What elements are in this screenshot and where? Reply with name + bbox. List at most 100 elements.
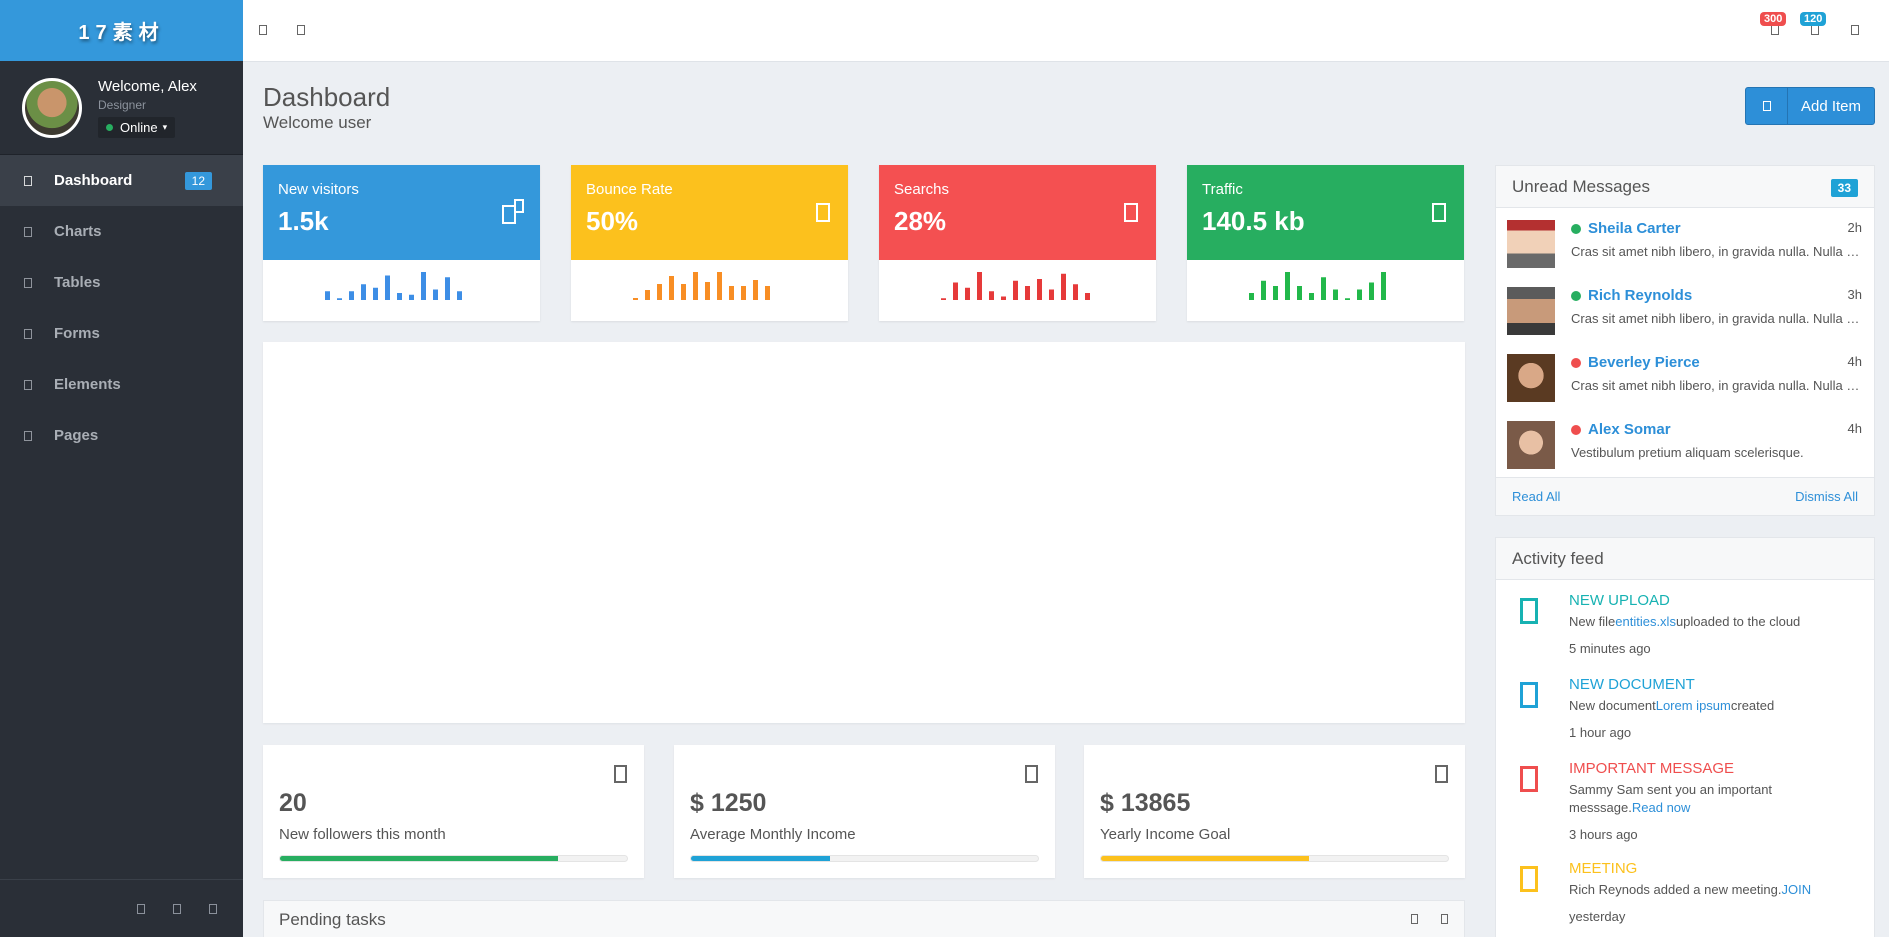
spark-bar: [1013, 280, 1018, 300]
fullscreen-icon[interactable]: [173, 903, 181, 914]
messages-badge: 120: [1800, 12, 1827, 26]
message-preview: Vestibulum pretium aliquam scelerisque.: [1571, 445, 1804, 460]
panel-footer: Read All Dismiss All: [1496, 477, 1874, 515]
activity-text: New documentLorem ipsumcreated: [1569, 697, 1874, 715]
page-subtitle: Welcome user: [263, 113, 372, 132]
message-sender[interactable]: Sheila Carter: [1571, 220, 1681, 237]
refresh-icon[interactable]: [1411, 914, 1418, 924]
followers-icon: [614, 765, 627, 783]
add-item-label: Add Item: [1800, 97, 1862, 115]
read-all-link[interactable]: Read All: [1512, 489, 1561, 504]
collapse-icon[interactable]: [1441, 914, 1448, 924]
dismiss-all-link[interactable]: Dismiss All: [1795, 489, 1858, 504]
sidebar-item-tables[interactable]: Tables: [0, 257, 243, 308]
sidebar-item-pages[interactable]: Pages: [0, 410, 243, 461]
sidebar-item-label: Charts: [54, 223, 102, 240]
progress-fill: [280, 856, 558, 861]
spark-bar: [741, 286, 746, 300]
spark-bar: [421, 272, 426, 300]
dashboard-count-badge: 12: [184, 171, 212, 190]
spark-bar: [337, 298, 342, 300]
message-preview: Cras sit amet nibh libero, in gravida nu…: [1571, 378, 1862, 393]
avatar[interactable]: [22, 77, 82, 138]
sparkline: [1187, 260, 1464, 321]
message-item[interactable]: Sheila Carter 2h Cras sit amet nibh libe…: [1496, 208, 1874, 275]
spark-bar: [765, 286, 770, 300]
progress-bar: [279, 855, 628, 862]
status-dropdown[interactable]: Online ▾: [98, 116, 176, 138]
mini-stat-label: Average Monthly Income: [690, 826, 856, 843]
menu-toggle-icon[interactable]: [259, 25, 267, 35]
messages-icon[interactable]: 120: [1800, 12, 1827, 35]
spark-bar: [705, 282, 710, 300]
stat-value: 50%: [586, 206, 639, 236]
activity-link[interactable]: Lorem ipsum: [1655, 698, 1731, 713]
stat-card-header: Traffic 140.5 kb: [1187, 165, 1464, 260]
activity-link[interactable]: JOIN: [1781, 882, 1812, 897]
stat-label: Traffic: [1202, 181, 1243, 198]
sidebar-item-dashboard[interactable]: Dashboard 12: [0, 155, 243, 206]
dashboard-icon: [24, 175, 32, 186]
sidebar-item-charts[interactable]: Charts: [0, 206, 243, 257]
spark-bar: [397, 293, 402, 300]
brand-logo[interactable]: 17素材: [0, 0, 243, 61]
unread-messages-panel: Unread Messages 33 Sheila Carter 2h Cras…: [1495, 165, 1875, 516]
logout-icon[interactable]: [209, 903, 217, 914]
spark-bar: [1261, 280, 1266, 300]
avatar: [1507, 220, 1555, 268]
spark-bar: [445, 277, 450, 300]
message-item[interactable]: Alex Somar 4h Vestibulum pretium aliquam…: [1496, 409, 1874, 476]
user-role: Designer: [98, 97, 147, 112]
spark-bar: [1357, 289, 1362, 300]
pending-tasks-title: Pending tasks: [279, 910, 386, 929]
activity-link[interactable]: Read now: [1631, 800, 1691, 815]
sidebar-item-label: Elements: [54, 376, 121, 393]
stat-label: Searchs: [894, 181, 950, 198]
user-menu-icon[interactable]: [1851, 25, 1859, 35]
activity-text-pre: New file: [1569, 614, 1616, 629]
sidebar-footer: [0, 879, 243, 937]
avatar: [1507, 421, 1555, 469]
spark-bar: [1001, 296, 1006, 300]
spark-bar: [361, 284, 366, 300]
message-item[interactable]: Rich Reynolds 3h Cras sit amet nibh libe…: [1496, 275, 1874, 342]
activity-title: NEW DOCUMENT: [1569, 676, 1695, 693]
spark-bar: [1273, 286, 1278, 300]
activity-link[interactable]: entities.xls: [1615, 614, 1676, 629]
sidebar-item-forms[interactable]: Forms: [0, 308, 243, 359]
activity-item: IMPORTANT MESSAGE Sammy Sam sent you an …: [1496, 748, 1874, 848]
mini-stat-value: $ 1250: [690, 789, 767, 817]
sender-name: Alex Somar: [1588, 421, 1671, 438]
user-profile: Welcome, Alex Designer Online ▾: [0, 61, 243, 155]
activity-text-post: created: [1730, 698, 1775, 713]
activity-time: 5 minutes ago: [1569, 641, 1651, 656]
activity-text-pre: Rich Reynods added a new meeting.: [1569, 882, 1782, 897]
message-sender[interactable]: Rich Reynolds: [1571, 287, 1692, 304]
spark-bar: [1333, 289, 1338, 300]
notifications-badge: 300: [1760, 12, 1787, 26]
progress-bar: [690, 855, 1039, 862]
message-item[interactable]: Beverley Pierce 4h Cras sit amet nibh li…: [1496, 342, 1874, 409]
message-sender[interactable]: Alex Somar: [1571, 421, 1671, 438]
sparkline: [571, 260, 848, 321]
panel-title: Activity feed: [1512, 549, 1604, 568]
sidebar-item-label: Pages: [54, 427, 99, 444]
status-dot-icon: [1571, 357, 1581, 368]
sidebar-item-elements[interactable]: Elements: [0, 359, 243, 410]
search-icon[interactable]: [297, 25, 305, 35]
sidebar-item-label: Forms: [54, 325, 100, 342]
sparkline-svg: [1249, 272, 1386, 300]
spark-bar: [433, 289, 438, 300]
mini-stat-label: Yearly Income Goal: [1100, 826, 1231, 843]
traffic-icon: [1432, 203, 1446, 222]
sender-name: Beverley Pierce: [1588, 354, 1700, 371]
status-dot-icon: [1571, 223, 1581, 234]
spark-bar: [1061, 273, 1066, 300]
stat-card-bounce-rate: Bounce Rate 50%: [571, 165, 848, 321]
notifications-icon[interactable]: 300: [1760, 12, 1787, 35]
settings-icon[interactable]: [137, 903, 145, 914]
add-item-button[interactable]: Add Item: [1745, 87, 1875, 125]
message-sender[interactable]: Beverley Pierce: [1571, 354, 1700, 371]
sender-name: Sheila Carter: [1588, 220, 1681, 237]
mini-stat-label: New followers this month: [279, 826, 446, 843]
